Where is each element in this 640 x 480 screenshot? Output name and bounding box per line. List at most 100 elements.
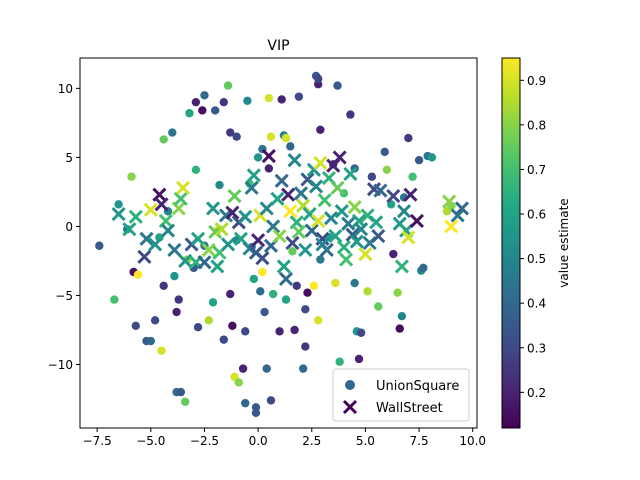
point-unionsquare xyxy=(249,274,259,284)
point-wallstreet xyxy=(143,202,158,217)
point-wallstreet xyxy=(287,153,302,168)
point-wallstreet xyxy=(371,229,386,244)
point-wallstreet xyxy=(444,219,459,234)
point-unionsquare xyxy=(290,325,299,335)
point-unionsquare xyxy=(219,335,228,344)
point-wallstreet xyxy=(190,231,206,246)
point-unionsquare xyxy=(219,97,228,107)
point-wallstreet xyxy=(210,259,225,274)
point-wallstreet xyxy=(373,183,388,198)
point-unionsquare xyxy=(331,278,340,288)
point-unionsquare xyxy=(198,106,207,115)
point-wallstreet xyxy=(349,234,364,249)
point-wallstreet xyxy=(386,188,401,204)
point-unionsquare xyxy=(238,364,248,373)
point-unionsquare xyxy=(174,295,183,304)
point-wallstreet xyxy=(248,245,264,260)
point-wallstreet xyxy=(139,231,154,246)
point-wallstreet xyxy=(111,206,126,222)
point-unionsquare xyxy=(414,155,424,165)
y-tick-label: 5 xyxy=(65,151,73,165)
point-unionsquare xyxy=(226,289,235,299)
point-wallstreet xyxy=(266,219,281,234)
point-wallstreet xyxy=(148,237,163,252)
x-tick-label: 5.0 xyxy=(356,434,375,448)
point-unionsquare xyxy=(303,288,312,297)
point-unionsquare xyxy=(356,328,366,337)
point-unionsquare xyxy=(404,133,413,143)
point-wallstreet xyxy=(272,229,287,244)
legend-marker-unionsquare xyxy=(345,380,355,390)
point-unionsquare xyxy=(127,172,136,181)
point-wallstreet xyxy=(214,222,229,237)
point-unionsquare xyxy=(316,125,325,134)
point-wallstreet xyxy=(293,186,309,201)
point-wallstreet xyxy=(311,213,326,228)
y-tick-label: 0 xyxy=(65,220,73,234)
point-unionsquare xyxy=(241,398,250,408)
point-wallstreet xyxy=(358,246,373,262)
point-wallstreet xyxy=(336,240,352,255)
chart-title: VIP xyxy=(267,38,289,54)
point-unionsquare xyxy=(301,342,310,351)
point-wallstreet xyxy=(308,179,324,194)
x-tick-label: 7.5 xyxy=(410,434,429,448)
point-wallstreet xyxy=(332,150,347,165)
point-unionsquare xyxy=(309,281,319,290)
point-wallstreet xyxy=(128,209,143,224)
point-unionsquare xyxy=(133,270,143,279)
point-unionsquare xyxy=(298,364,308,373)
colorbar-tick-label: 0.5 xyxy=(527,252,546,266)
x-axis: −7.5 −5.0 −2.5 0.0 2.5 5.0 7.5 10.0 xyxy=(83,428,486,448)
plot-area xyxy=(95,71,470,418)
point-wallstreet xyxy=(354,222,369,237)
point-unionsquare xyxy=(380,147,389,157)
point-unionsquare xyxy=(258,267,267,277)
point-unionsquare xyxy=(264,93,274,103)
colorbar-tick-label: 0.3 xyxy=(527,341,546,355)
x-tick-label: −2.5 xyxy=(190,434,219,448)
colorbar: 0.2 0.3 0.4 0.5 0.6 0.7 0.8 0.9 value estimate xyxy=(501,57,571,429)
point-wallstreet xyxy=(339,252,354,267)
point-unionsquare xyxy=(314,74,323,83)
series-wallstreet xyxy=(111,148,470,286)
point-wallstreet xyxy=(442,194,457,209)
point-wallstreet xyxy=(369,215,384,230)
point-unionsquare xyxy=(157,346,166,355)
colorbar-ticks: 0.2 0.3 0.4 0.5 0.6 0.7 0.8 0.9 xyxy=(520,74,546,400)
point-wallstreet xyxy=(221,237,236,252)
point-unionsquare xyxy=(395,324,404,333)
point-wallstreet xyxy=(315,231,330,246)
point-wallstreet xyxy=(298,242,313,257)
point-unionsquare xyxy=(262,364,271,373)
point-wallstreet xyxy=(334,204,349,219)
point-unionsquare xyxy=(260,307,269,317)
point-unionsquare xyxy=(346,110,355,119)
point-wallstreet xyxy=(341,216,356,231)
point-wallstreet xyxy=(330,180,345,195)
point-wallstreet xyxy=(315,237,330,252)
point-wallstreet xyxy=(347,200,362,215)
point-wallstreet xyxy=(201,242,216,257)
colorbar-tick-label: 0.7 xyxy=(527,163,546,177)
point-unionsquare xyxy=(226,128,235,137)
point-unionsquare xyxy=(301,305,310,314)
point-wallstreet xyxy=(285,235,300,251)
point-unionsquare xyxy=(170,271,179,281)
point-unionsquare xyxy=(168,128,177,137)
x-tick-label: −7.5 xyxy=(83,434,112,448)
point-wallstreet xyxy=(454,201,470,216)
point-wallstreet xyxy=(317,193,332,208)
legend-label-unionsquare: UnionSquare xyxy=(376,379,459,394)
point-wallstreet xyxy=(261,148,276,164)
point-unionsquare xyxy=(294,92,304,101)
point-wallstreet xyxy=(283,204,298,219)
point-unionsquare xyxy=(131,321,140,331)
y-tick-label: −10 xyxy=(48,358,73,372)
point-unionsquare xyxy=(292,281,301,290)
series-unionsquare xyxy=(95,71,456,418)
point-unionsquare xyxy=(251,408,261,418)
point-unionsquare xyxy=(159,135,168,144)
legend: UnionSquare WallStreet xyxy=(332,368,470,422)
